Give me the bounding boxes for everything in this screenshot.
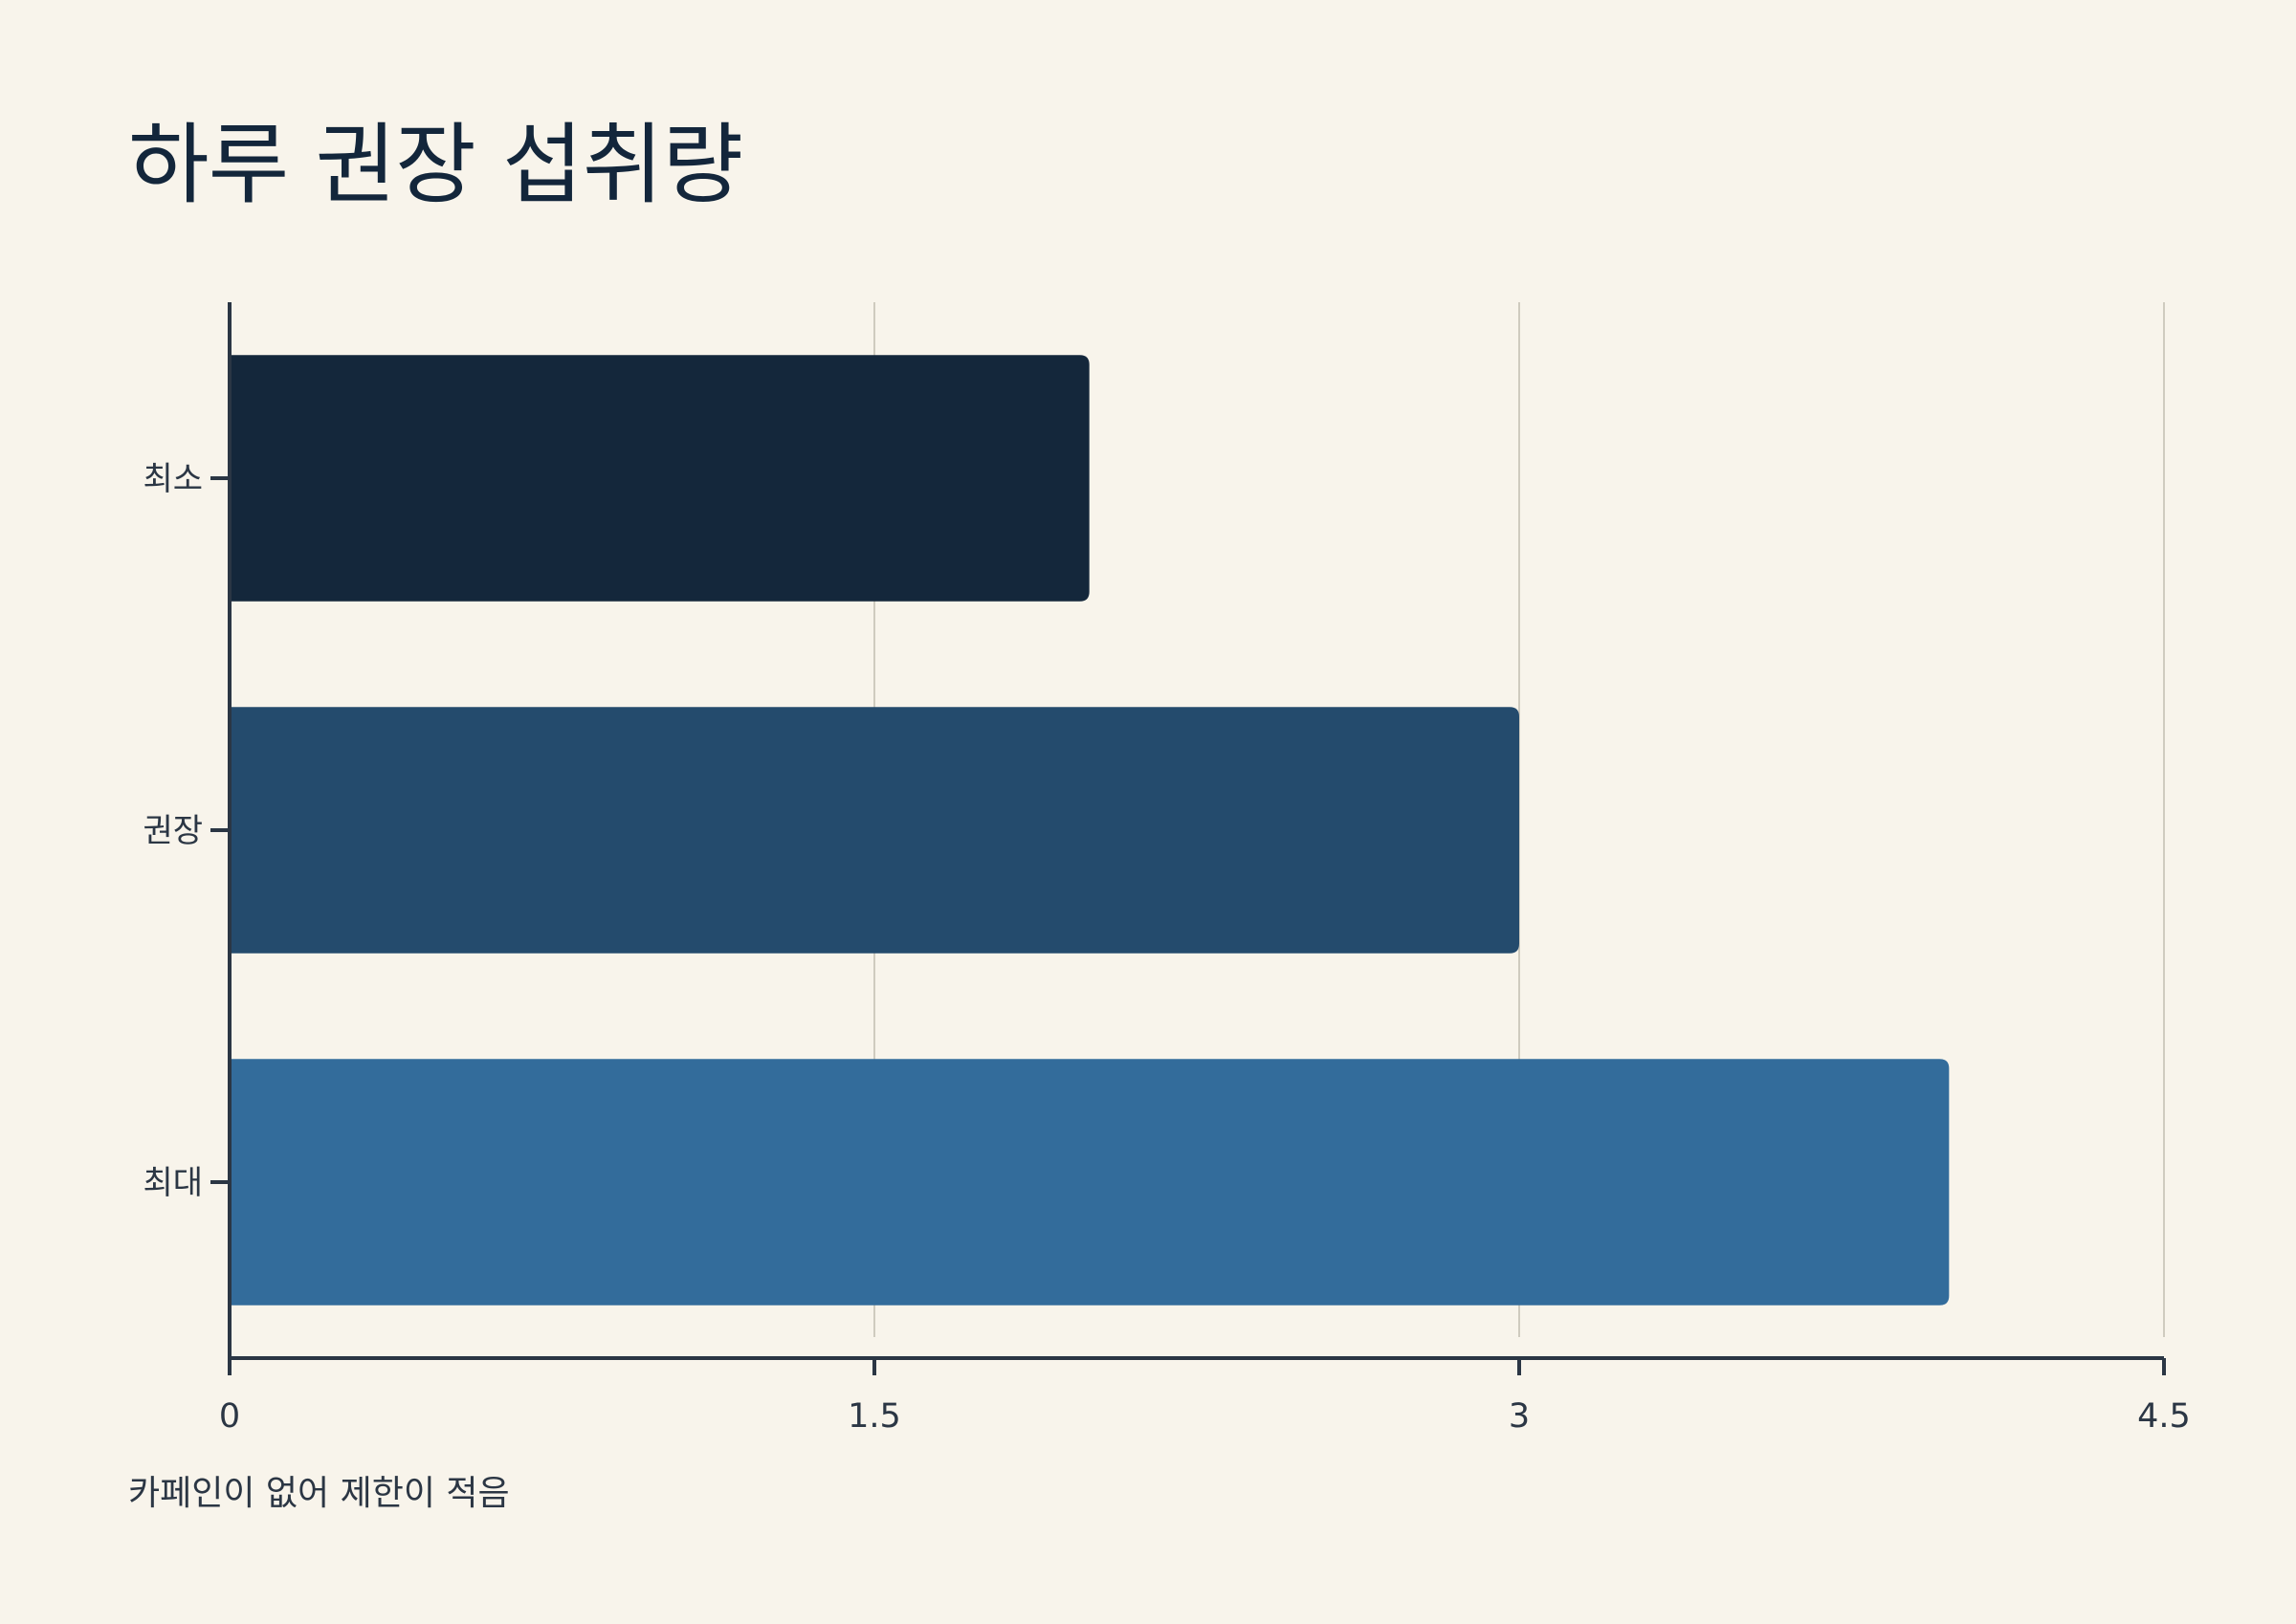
bar-3 [230, 1059, 1950, 1306]
category-label: 권장 [143, 812, 203, 850]
x-tick-label: 3 [1509, 1397, 1530, 1436]
x-tick-label: 0 [219, 1397, 240, 1436]
bar-1 [230, 355, 1090, 602]
x-tick-label: 4.5 [2137, 1397, 2191, 1436]
chart-title: 하루 권장 섭취량 [128, 114, 743, 216]
x-tick-label: 1.5 [848, 1397, 901, 1436]
bar-2 [230, 707, 1519, 954]
category-label: 최소 [143, 460, 203, 498]
bars [230, 355, 1950, 1306]
chart-note: 카페인이 없어 제한이 적음 [128, 1474, 510, 1513]
category-label: 최대 [143, 1164, 203, 1202]
axes [210, 302, 2166, 1375]
